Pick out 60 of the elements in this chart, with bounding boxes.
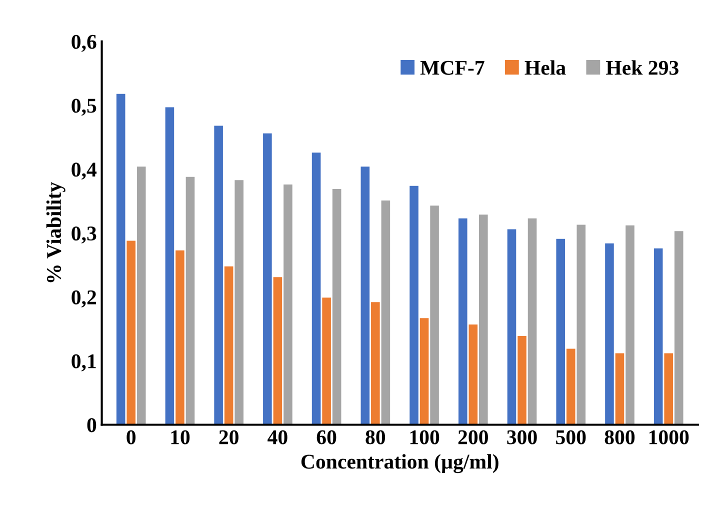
bar bbox=[507, 229, 516, 425]
bar bbox=[116, 94, 126, 425]
y-tick-label: 0,4 bbox=[72, 162, 97, 180]
x-tick-label: 0 bbox=[126, 430, 136, 444]
bar bbox=[263, 133, 272, 425]
y-tick-label: 0 bbox=[87, 418, 96, 432]
bar bbox=[528, 218, 537, 425]
bar bbox=[664, 353, 673, 425]
bar bbox=[420, 318, 429, 425]
x-tick-label: 800 bbox=[604, 430, 635, 444]
bar bbox=[284, 184, 292, 425]
bar bbox=[654, 248, 663, 425]
x-tick-label: 500 bbox=[556, 430, 586, 444]
x-axis-title: Concentration (µg/ml) bbox=[301, 454, 498, 474]
y-tick-label: 0,5 bbox=[72, 98, 96, 116]
bar bbox=[176, 250, 184, 425]
y-axis-title: % Viability bbox=[46, 182, 66, 282]
bar bbox=[605, 243, 614, 425]
bar bbox=[322, 298, 331, 425]
x-tick-label: 20 bbox=[219, 430, 238, 444]
y-tick-label: 0,2 bbox=[72, 290, 96, 308]
bar bbox=[273, 277, 282, 425]
bar bbox=[615, 353, 624, 425]
bar bbox=[430, 206, 439, 425]
bar bbox=[458, 218, 468, 425]
bar bbox=[332, 189, 342, 425]
bar bbox=[371, 302, 380, 425]
x-tick-label: 1000 bbox=[649, 430, 689, 444]
y-tick-label: 0,3 bbox=[72, 226, 96, 244]
bar bbox=[360, 166, 370, 425]
y-tick-label: 0,1 bbox=[72, 354, 96, 372]
bar bbox=[518, 336, 526, 425]
x-tick-label: 100 bbox=[410, 430, 440, 444]
bar bbox=[186, 176, 195, 425]
bar bbox=[566, 348, 576, 425]
bar bbox=[576, 224, 586, 425]
bar bbox=[136, 166, 146, 425]
y-tick-label: 0,6 bbox=[72, 34, 96, 52]
bar bbox=[312, 152, 321, 425]
x-tick-label: 60 bbox=[316, 430, 336, 444]
bar bbox=[479, 214, 488, 425]
bar bbox=[410, 186, 418, 425]
bar bbox=[626, 225, 634, 425]
legend-label: Hek 293 bbox=[606, 60, 678, 75]
legend-label: MCF-7 bbox=[420, 60, 484, 75]
x-tick-label: 40 bbox=[268, 430, 288, 444]
bar bbox=[556, 238, 566, 425]
bar bbox=[224, 266, 234, 425]
bar bbox=[381, 200, 390, 425]
bar bbox=[165, 107, 174, 425]
bar bbox=[126, 240, 136, 425]
bar bbox=[674, 231, 684, 425]
bar bbox=[468, 324, 478, 425]
bar bbox=[214, 126, 223, 425]
x-tick-label: 10 bbox=[171, 430, 190, 444]
legend-label: Hela bbox=[524, 60, 566, 75]
bar bbox=[234, 180, 244, 425]
x-tick-label: 200 bbox=[458, 430, 488, 444]
x-tick-label: 300 bbox=[507, 430, 537, 444]
x-tick-label: 80 bbox=[366, 430, 386, 444]
